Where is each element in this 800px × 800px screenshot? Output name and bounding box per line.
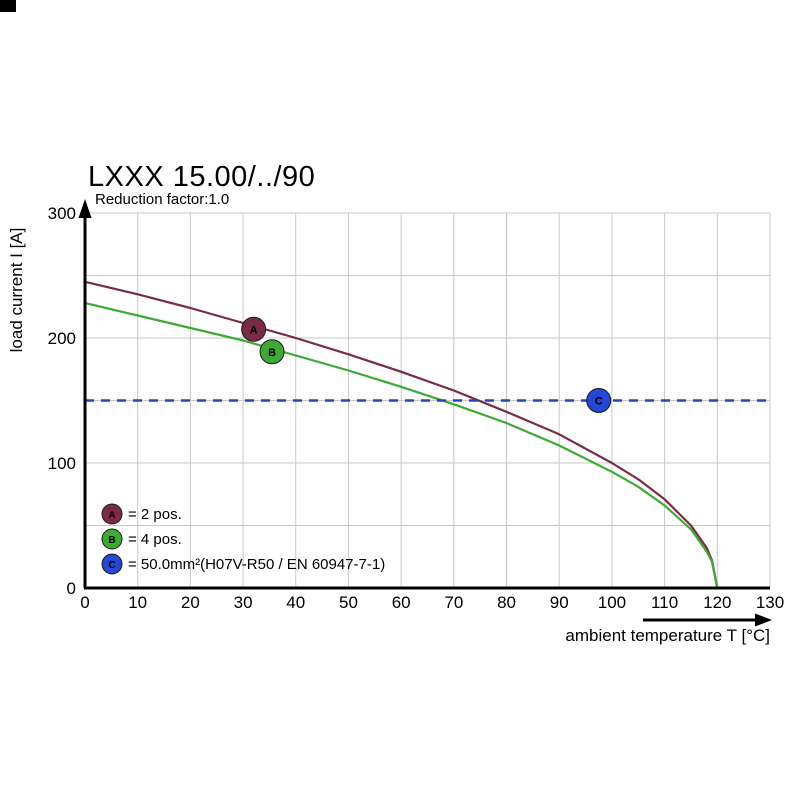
x-tick-label: 10	[128, 593, 147, 612]
chart-subtitle: Reduction factor:1.0	[95, 191, 229, 208]
tick-labels: 0 10 20 30 40 50 60 70 80 90 100 110 120 130 0 100 200 30…	[48, 204, 785, 612]
legend-marker-letter: B	[108, 535, 115, 546]
x-axis-label: ambient temperature T [°C]	[565, 626, 770, 645]
y-axis-arrow-icon	[78, 199, 92, 218]
y-tick-label: 100	[48, 454, 76, 473]
x-tick-label: 130	[756, 593, 784, 612]
legend-marker-a-icon	[101, 503, 123, 525]
y-tick-label: 0	[67, 579, 76, 598]
x-tick-label: 30	[234, 593, 253, 612]
x-tick-label: 100	[598, 593, 626, 612]
legend-label: = 4 pos.	[128, 531, 182, 548]
x-tick-label: 50	[339, 593, 358, 612]
curve-A	[83, 280, 719, 590]
x-tick-label: 40	[286, 593, 305, 612]
chart-title: LXXX 15.00/../90	[88, 161, 315, 193]
x-tick-label: 20	[181, 593, 200, 612]
curve-B	[83, 301, 719, 590]
x-tick-label: 120	[703, 593, 731, 612]
curve-markers: AB C	[241, 316, 612, 413]
legend-marker-c-icon	[101, 553, 123, 575]
legend-marker-b-icon	[101, 528, 123, 550]
x-direction-arrow-icon	[755, 613, 772, 627]
corner-mark	[0, 0, 16, 12]
x-tick-label: 80	[497, 593, 516, 612]
marker-B-letter: B	[268, 347, 276, 359]
marker-B-icon	[259, 339, 285, 365]
x-tick-label: 60	[392, 593, 411, 612]
legend-marker-letter: C	[108, 560, 115, 571]
legend-label: = 2 pos.	[128, 506, 182, 523]
marker-C-letter: C	[595, 396, 603, 408]
x-tick-label: 90	[550, 593, 569, 612]
legend-label: = 50.0mm²(H07V-R50 / EN 60947-7-1)	[128, 556, 385, 573]
y-axis-label: load current I [A]	[7, 228, 26, 353]
x-tick-label: 110	[651, 593, 678, 612]
y-tick-label: 300	[48, 204, 76, 223]
axes: ambient temperature T [°C] load current …	[7, 199, 772, 645]
x-tick-label: 70	[444, 593, 463, 612]
x-tick-label: 0	[80, 593, 89, 612]
marker-C-icon	[586, 388, 612, 413]
marker-A-letter: A	[250, 324, 258, 336]
legend-marker-letter: A	[108, 510, 115, 521]
series	[83, 280, 770, 590]
marker-A-icon	[241, 316, 267, 342]
legend: A = 2 pos. B = 4 pos. C = 50.0mm²(H07V-R50 / …	[101, 503, 385, 575]
y-tick-label: 200	[48, 329, 76, 348]
